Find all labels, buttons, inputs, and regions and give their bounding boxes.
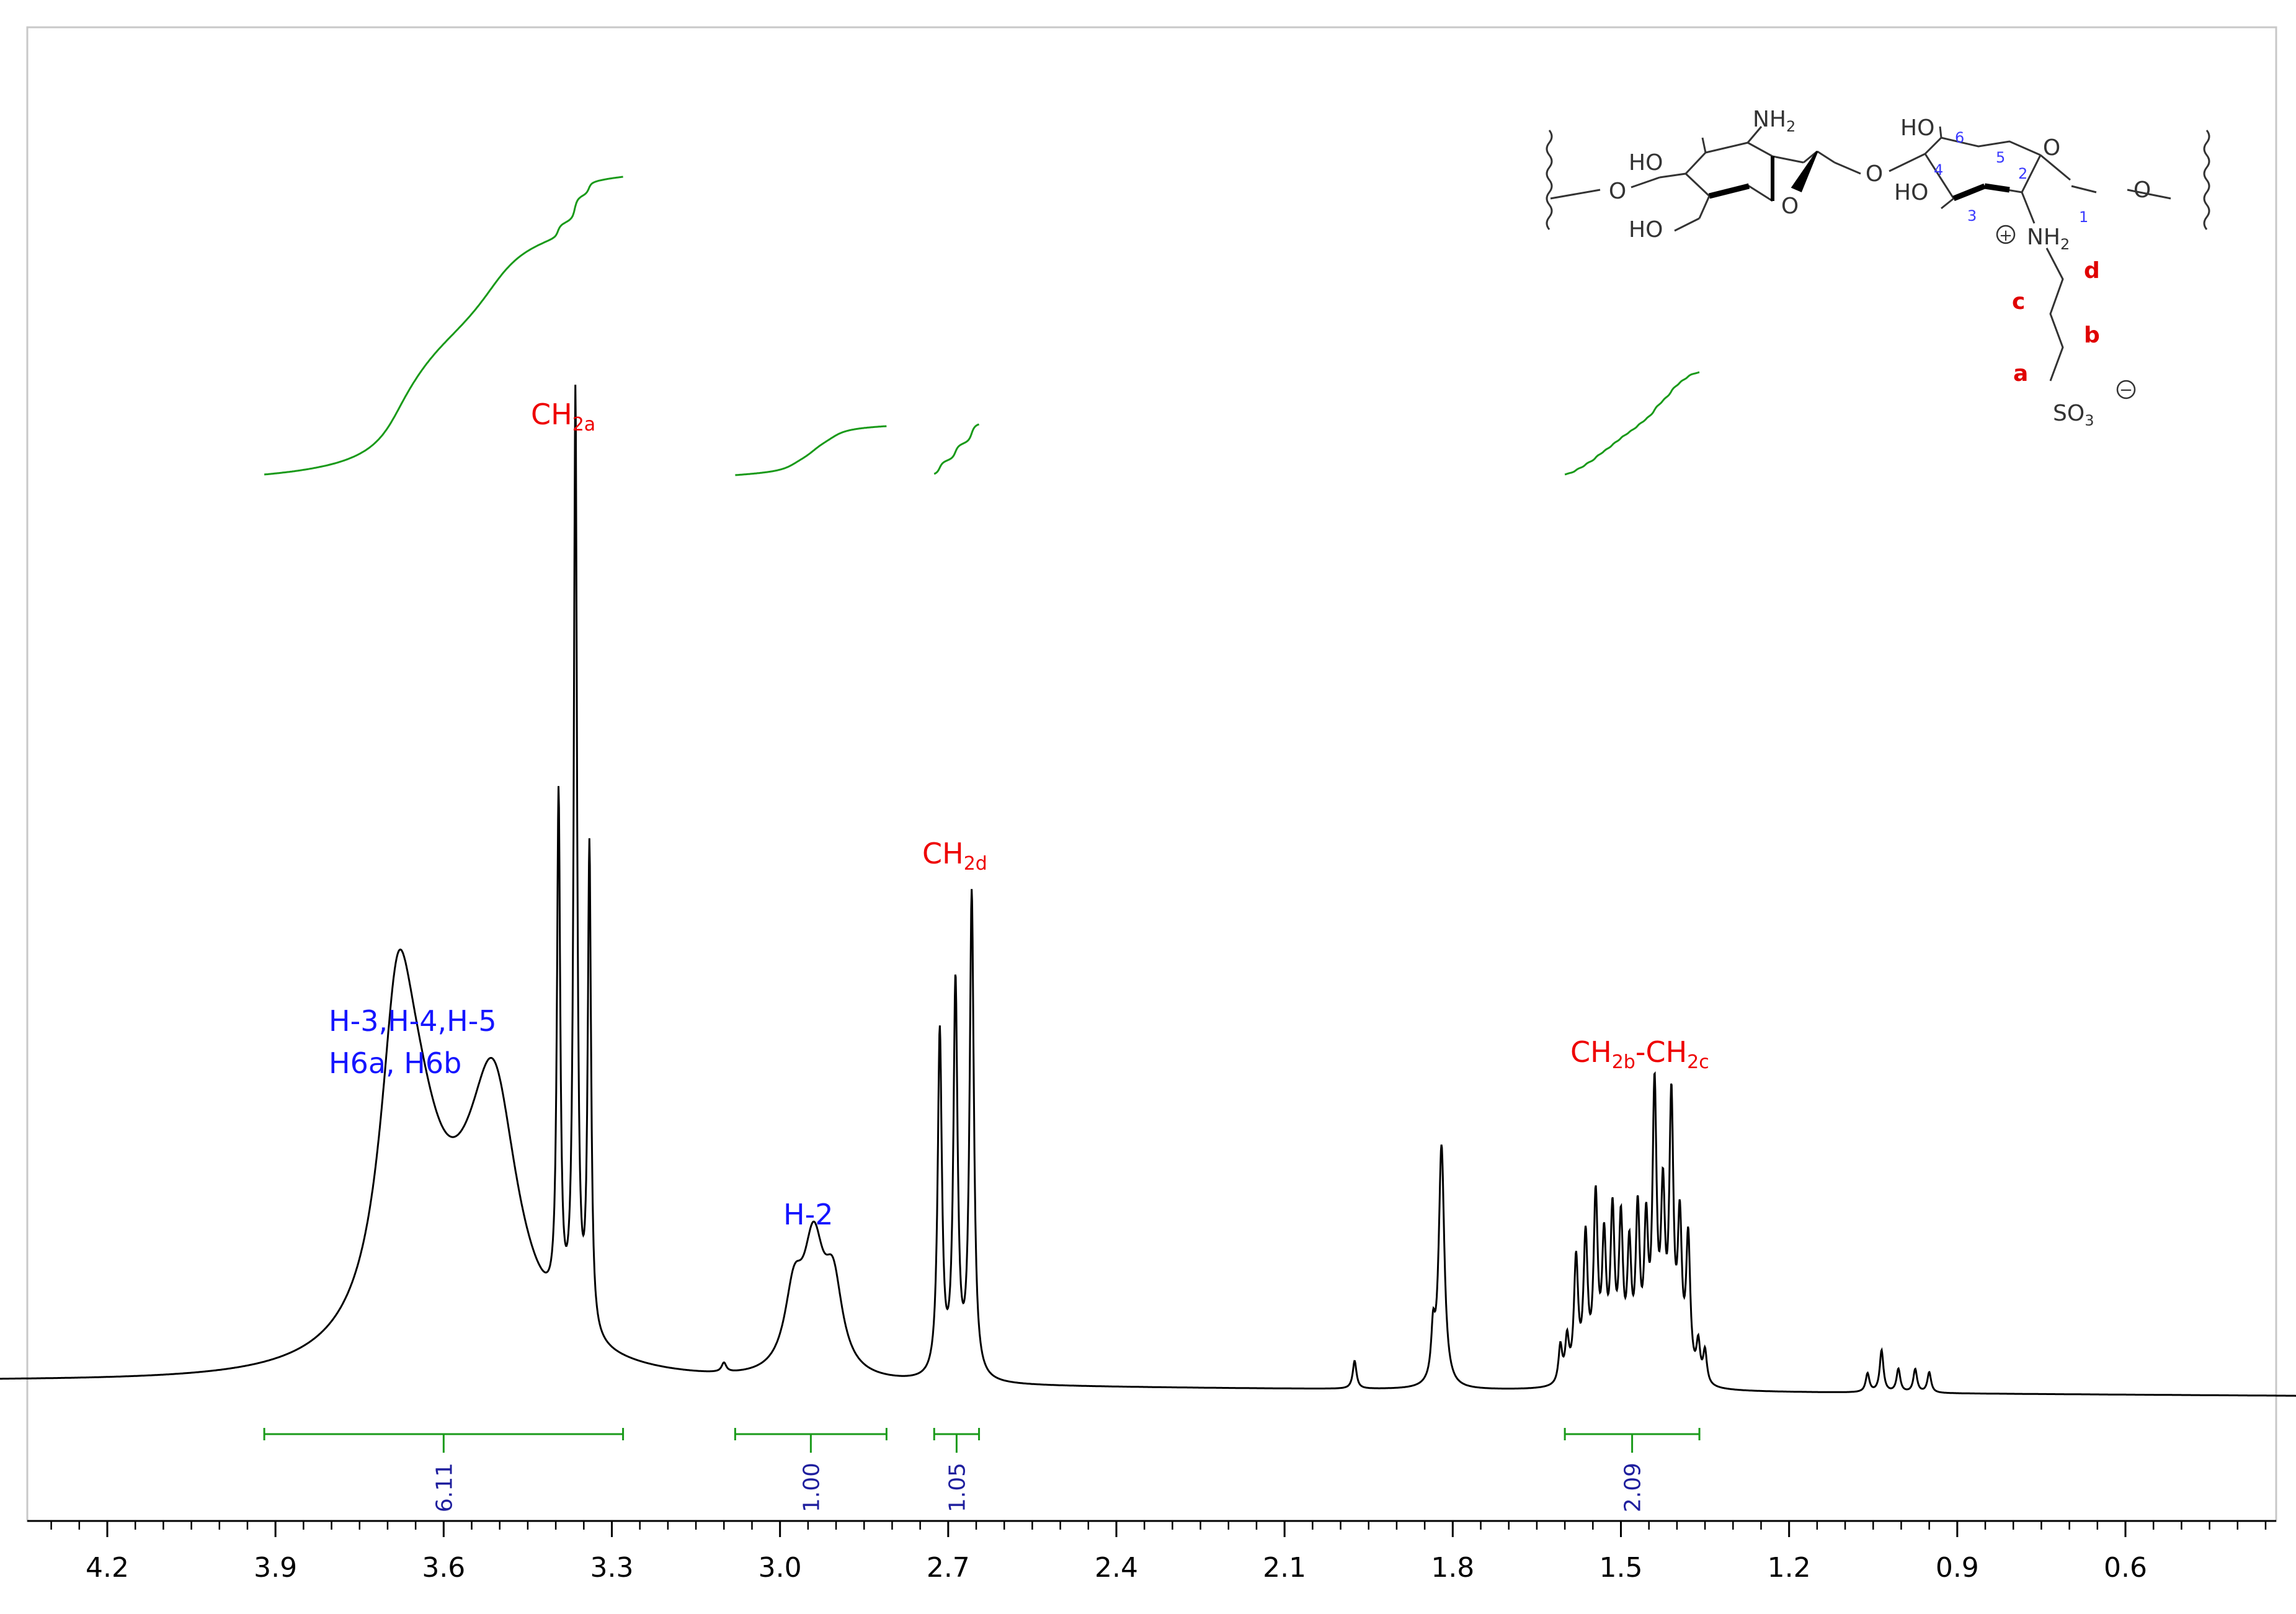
- integral-curve: [735, 425, 887, 476]
- integral-value-label: 6.11: [432, 1463, 457, 1512]
- tick-label: 1.5: [1600, 1552, 1643, 1584]
- ho-label-4: HO: [1894, 180, 1928, 205]
- so3-label: SO3: [2053, 401, 2094, 429]
- integral-curve: [1564, 371, 1700, 476]
- tick-label: 3.3: [590, 1552, 634, 1584]
- o-ring1-label: O: [1781, 194, 1799, 219]
- chain-letter-c: c: [2012, 289, 2025, 314]
- negative-charge-sign: −: [2119, 381, 2133, 399]
- ho-label-3: HO: [1900, 115, 1934, 141]
- tick-label: 3.6: [422, 1552, 465, 1584]
- o-link-label: O: [1866, 161, 1883, 187]
- annotation-h345-line1: H-3,H-4,H-5: [329, 1004, 497, 1038]
- plot-frame: [26, 26, 2277, 1522]
- integral-value-label: 2.09: [1621, 1463, 1646, 1512]
- annotation-ch2d: CH2d: [922, 837, 987, 875]
- o-right-label: O: [2134, 177, 2151, 203]
- chain-letter-b: b: [2084, 323, 2100, 348]
- integral-region: 6.11: [263, 1428, 625, 1512]
- wavy-bond-right: [2203, 130, 2210, 230]
- tick-label: 0.6: [2104, 1552, 2147, 1584]
- tick-label: 0.9: [1936, 1552, 1979, 1584]
- o-left-label: O: [1609, 179, 1626, 204]
- tick-label: 4.2: [86, 1552, 129, 1584]
- structure-labels: O HO HO O NH2 O HO HO O O NH2 + SO3 − 6 …: [1609, 107, 2151, 429]
- ring-number-3: 3: [1967, 207, 1977, 225]
- integral-curve: [933, 423, 980, 475]
- positive-charge-sign: +: [1999, 226, 2013, 245]
- ring-number-6: 6: [1955, 129, 1964, 146]
- tick-label: 2.7: [927, 1552, 970, 1584]
- annotation-h2: H-2: [783, 1198, 833, 1231]
- annotation-h345-line2: H6a, H6b: [329, 1046, 461, 1080]
- chain-letter-a: a: [2013, 361, 2028, 386]
- nh2-top-label: NH2: [1753, 107, 1795, 135]
- integral-bars: 6.11 1.00 1.05 2.09: [263, 1428, 1701, 1512]
- ring-number-4: 4: [1934, 161, 1943, 179]
- integral-region: 2.09: [1564, 1428, 1701, 1512]
- tick-label: 3.9: [254, 1552, 297, 1584]
- nh2-pos-label: NH2: [2027, 225, 2070, 253]
- annotation-h345: H-3,H-4,H-5 H6a, H6b: [329, 1004, 497, 1080]
- wavy-bond-left: [1546, 130, 1553, 230]
- annotation-ch2bc: CH2b-CH2c: [1570, 1035, 1709, 1073]
- spectrum-trace: [0, 385, 2296, 1397]
- integral-value-label: 1.00: [799, 1463, 824, 1512]
- positive-charge-icon: [1996, 225, 2016, 244]
- integral-region: 1.00: [734, 1428, 888, 1512]
- tick-label: 2.4: [1095, 1552, 1138, 1584]
- chitosan-sulfopropyl-structure: [1546, 126, 2210, 381]
- negative-charge-icon: [2116, 380, 2136, 399]
- chain-letter-d: d: [2084, 258, 2100, 283]
- integral-curves: [264, 176, 1700, 476]
- integral-value-label: 1.05: [945, 1463, 970, 1512]
- annotation-ch2a: CH2a: [531, 398, 595, 435]
- tick-label: 3.0: [759, 1552, 802, 1584]
- ring-number-1: 1: [2079, 208, 2088, 226]
- ring-number-5: 5: [1996, 149, 2005, 166]
- ring-number-2: 2: [2018, 165, 2027, 182]
- tick-label: 1.2: [1768, 1552, 1811, 1584]
- integral-curve: [264, 176, 623, 476]
- x-axis-ticks: 4.2 3.9 3.6 3.3 3.0 2.7 2.4 2.1 1.8 1.5 1.2 0.9 0.6: [50, 1521, 2267, 1584]
- integral-region: 1.05: [933, 1428, 981, 1512]
- tick-label: 2.1: [1263, 1552, 1306, 1584]
- tick-label: 1.8: [1431, 1552, 1474, 1584]
- o-ring2-label: O: [2043, 135, 2060, 161]
- ho-label-2: HO: [1629, 217, 1663, 243]
- ho-label-1: HO: [1629, 150, 1663, 176]
